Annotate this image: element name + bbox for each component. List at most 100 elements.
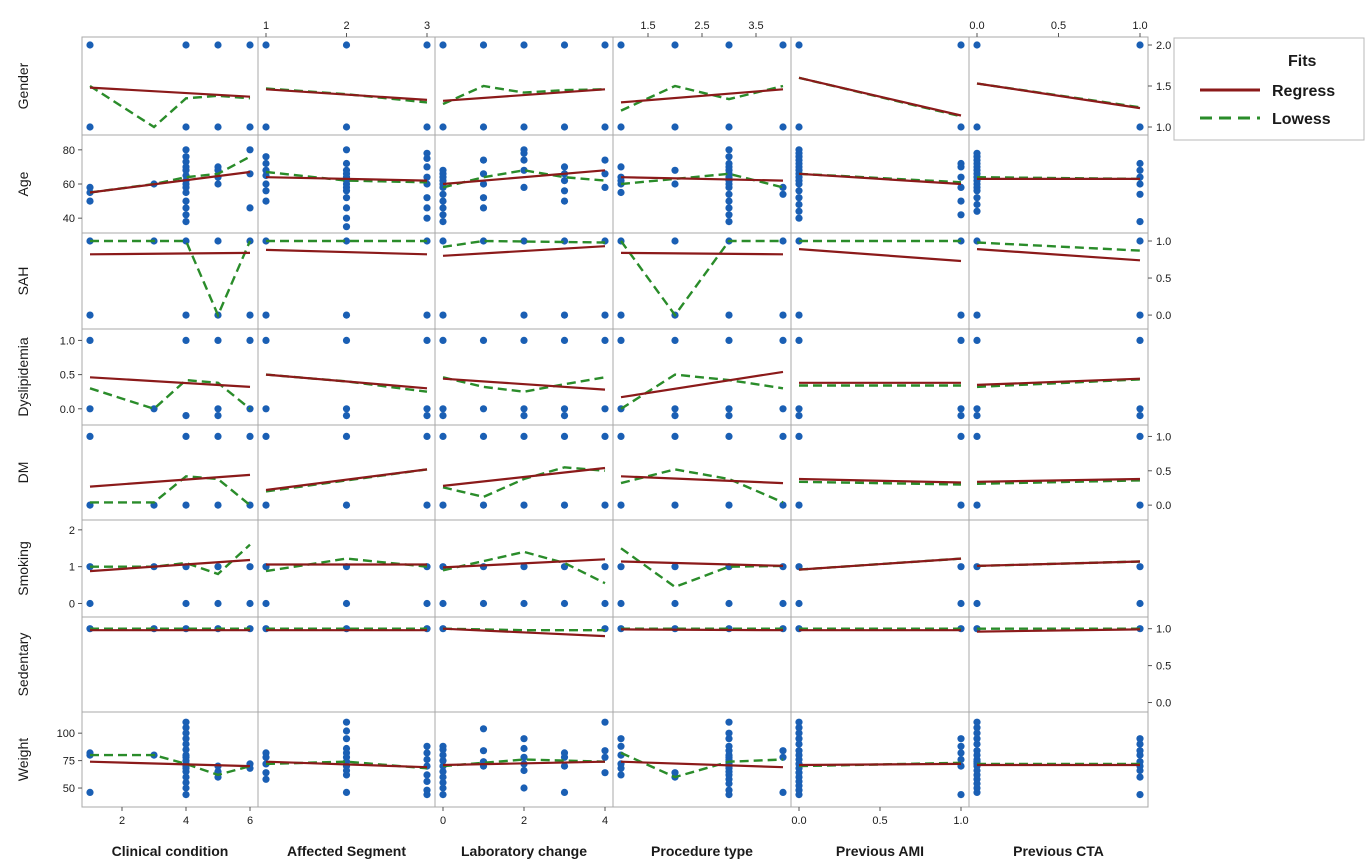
cell-frame xyxy=(968,232,1149,330)
data-point xyxy=(520,183,528,191)
data-point xyxy=(86,405,94,413)
data-point xyxy=(246,432,254,440)
data-point xyxy=(182,724,190,732)
cell-frame xyxy=(612,519,792,618)
data-point xyxy=(725,123,733,131)
data-point xyxy=(214,163,222,171)
data-point xyxy=(1136,336,1144,344)
data-point xyxy=(601,718,609,726)
lowess-line xyxy=(90,753,251,777)
data-point xyxy=(262,749,270,757)
data-point xyxy=(601,156,609,164)
cell-frame xyxy=(968,134,1149,234)
data-point xyxy=(671,41,679,49)
regress-line xyxy=(976,248,1141,262)
data-point xyxy=(439,432,447,440)
data-point xyxy=(671,166,679,174)
data-point xyxy=(439,41,447,49)
data-point xyxy=(423,501,431,509)
data-point xyxy=(725,742,733,750)
cell-6-5 xyxy=(968,616,1149,713)
data-point xyxy=(423,311,431,319)
data-point xyxy=(795,194,803,202)
data-point xyxy=(617,742,625,750)
data-point xyxy=(520,123,528,131)
data-point xyxy=(795,207,803,215)
data-point xyxy=(973,194,981,202)
data-point xyxy=(1136,166,1144,174)
x-tick-label: 1 xyxy=(263,20,269,32)
cell-frame xyxy=(968,711,1149,808)
data-point xyxy=(214,501,222,509)
data-point xyxy=(617,163,625,171)
y-tick-label: 60 xyxy=(63,179,75,191)
cell-1-4 xyxy=(790,134,970,234)
regress-line xyxy=(265,760,428,769)
data-point xyxy=(423,204,431,212)
cell-2-4 xyxy=(790,232,970,330)
data-point xyxy=(439,751,447,759)
data-point xyxy=(973,311,981,319)
data-point xyxy=(725,41,733,49)
data-point xyxy=(601,747,609,755)
data-point xyxy=(182,735,190,743)
row-label: SAH xyxy=(15,267,31,296)
x-tick-label: 2 xyxy=(119,815,125,827)
data-point xyxy=(725,412,733,420)
data-point xyxy=(795,405,803,413)
data-point xyxy=(795,187,803,195)
data-point xyxy=(795,412,803,420)
regress-line xyxy=(442,558,606,569)
data-point xyxy=(957,183,965,191)
data-point xyxy=(342,166,351,174)
data-point xyxy=(560,762,569,770)
data-point xyxy=(973,405,981,413)
regress-line xyxy=(442,245,606,257)
data-point xyxy=(779,237,787,245)
data-point xyxy=(520,766,528,775)
data-point xyxy=(262,311,270,319)
data-point xyxy=(617,563,625,571)
regress-line xyxy=(620,475,784,485)
cell-0-4 xyxy=(790,36,970,136)
data-point xyxy=(725,729,733,737)
matrix-cells xyxy=(81,36,1149,808)
y-tick-label: 100 xyxy=(57,728,75,740)
cell-2-5 xyxy=(968,232,1149,330)
data-point xyxy=(520,166,528,174)
cell-7-1 xyxy=(257,711,436,808)
data-point xyxy=(520,41,528,49)
data-point xyxy=(479,204,488,212)
y-tick-label: 0.5 xyxy=(1156,273,1171,285)
cell-frame xyxy=(968,328,1149,426)
data-point xyxy=(973,336,981,344)
cell-frame xyxy=(790,519,970,618)
data-point xyxy=(439,311,447,319)
y-tick-label: 0.0 xyxy=(1156,698,1171,710)
data-point xyxy=(423,777,431,786)
data-point xyxy=(423,742,431,750)
data-point xyxy=(560,336,569,344)
data-point xyxy=(342,336,351,344)
data-point xyxy=(520,311,528,319)
data-point xyxy=(725,336,733,344)
data-point xyxy=(957,311,965,319)
regress-line xyxy=(89,86,251,98)
cell-frame xyxy=(434,36,614,136)
data-point xyxy=(1136,735,1144,743)
x-tick-label: 4 xyxy=(183,815,189,827)
y-tick-label: 1 xyxy=(69,562,75,574)
regress-line xyxy=(89,170,251,194)
cell-7-5 xyxy=(968,711,1149,808)
column-label: Procedure type xyxy=(651,843,753,859)
data-point xyxy=(957,599,965,608)
data-point xyxy=(479,170,488,178)
data-point xyxy=(973,724,981,732)
data-point xyxy=(601,183,609,191)
y-tick-label: 0.5 xyxy=(1156,661,1171,673)
cell-4-4 xyxy=(790,424,970,521)
data-point xyxy=(725,735,733,743)
cell-1-3 xyxy=(612,134,792,234)
data-point xyxy=(795,599,803,608)
